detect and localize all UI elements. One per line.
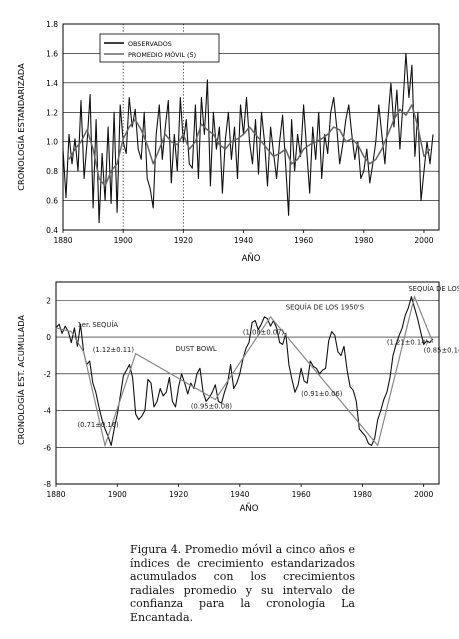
x-tick-label: 1920 bbox=[169, 490, 188, 499]
y-tick-label: 1.8 bbox=[46, 20, 58, 29]
figure-caption: Figura 4. Promedio móvil a cinco años e … bbox=[130, 543, 355, 624]
y-tick-label: 0.8 bbox=[46, 167, 58, 176]
y-tick-label: 1.0 bbox=[46, 138, 58, 147]
chart-annotation: (0.95±0.08) bbox=[191, 403, 233, 411]
chart-annotation: (0.71±0.16) bbox=[77, 421, 119, 429]
plot-frame-top bbox=[62, 23, 440, 231]
x-tick-label: 2000 bbox=[414, 236, 433, 245]
y-tick-label: 2 bbox=[46, 296, 51, 305]
x-tick-label: 1960 bbox=[292, 490, 311, 499]
y-tick-label: -4 bbox=[44, 407, 52, 416]
chart-annotation: (1.08±0.07) bbox=[243, 328, 285, 336]
legend-observados: OBSERVADOS bbox=[128, 40, 172, 48]
x-tick-label: 1940 bbox=[230, 490, 249, 499]
chart-annotation: (1.12±0.11) bbox=[93, 346, 135, 354]
series-trend-segments bbox=[55, 294, 434, 448]
x-tick-label: 1880 bbox=[53, 236, 72, 245]
y-tick-label: 0.4 bbox=[46, 226, 58, 235]
chart-annotation: 1er. SEQUÍA bbox=[77, 320, 118, 329]
y-tick-label: 0 bbox=[46, 333, 51, 342]
chart-annotation: SEQUÍA DE LOS 1990'S bbox=[408, 284, 459, 293]
y-tick-label: -6 bbox=[44, 443, 52, 452]
series-observados bbox=[62, 52, 434, 224]
x-tick-label: 1880 bbox=[46, 490, 65, 499]
y-tick-label: 1.2 bbox=[46, 108, 58, 117]
y-tick-label: -8 bbox=[44, 480, 52, 489]
chart-annotation: DUST BOWL bbox=[175, 345, 216, 353]
y-tick-label: 0.6 bbox=[46, 197, 58, 206]
x-tick-label: 1960 bbox=[294, 236, 313, 245]
x-tick-label: 1900 bbox=[108, 490, 127, 499]
legend: OBSERVADOS PROMEDIO MÓVIL (5) bbox=[99, 33, 220, 63]
chart-annotation: (1.21±0.14) bbox=[387, 338, 429, 346]
x-tick-label: 1980 bbox=[353, 490, 372, 499]
x-axis-label-bottom: AÑO bbox=[240, 503, 259, 514]
y-tick-label: 1.6 bbox=[46, 49, 58, 58]
x-tick-label: 1900 bbox=[114, 236, 133, 245]
y-axis-label-bottom: CRONOLOGÍA EST. ACUMULADA bbox=[15, 315, 26, 445]
legend-promedio-movil: PROMEDIO MÓVIL (5) bbox=[128, 50, 196, 59]
y-tick-label: -2 bbox=[44, 370, 52, 379]
y-axis-label-top: CRONOLOGÍA ESTANDARIZADA bbox=[15, 63, 26, 191]
x-axis-label-top: AÑO bbox=[242, 253, 261, 264]
chart-annotation: (0.85±0.14) bbox=[424, 347, 459, 355]
x-tick-label: 1920 bbox=[174, 236, 193, 245]
x-tick-label: 2000 bbox=[414, 490, 433, 499]
chart-annotation: (0.91±0.06) bbox=[301, 390, 343, 398]
x-tick-label: 1980 bbox=[354, 236, 373, 245]
chart-bottom: -8-6-4-202 1880 1900 1920 1940 1960 1980 2000 … bbox=[15, 281, 459, 514]
x-tick-label: 1940 bbox=[234, 236, 253, 245]
chart-annotation: SEQUÍA DE LOS 1950'S bbox=[286, 303, 364, 312]
chart-top: 0.4 0.6 0.8 1.0 1.2 1.4 1.6 1.8 1880 1900 1920 194… bbox=[15, 20, 440, 264]
plot-frame-bottom bbox=[55, 281, 440, 485]
y-tick-label: 1.4 bbox=[46, 79, 58, 88]
series-promedio-movil bbox=[68, 104, 431, 187]
